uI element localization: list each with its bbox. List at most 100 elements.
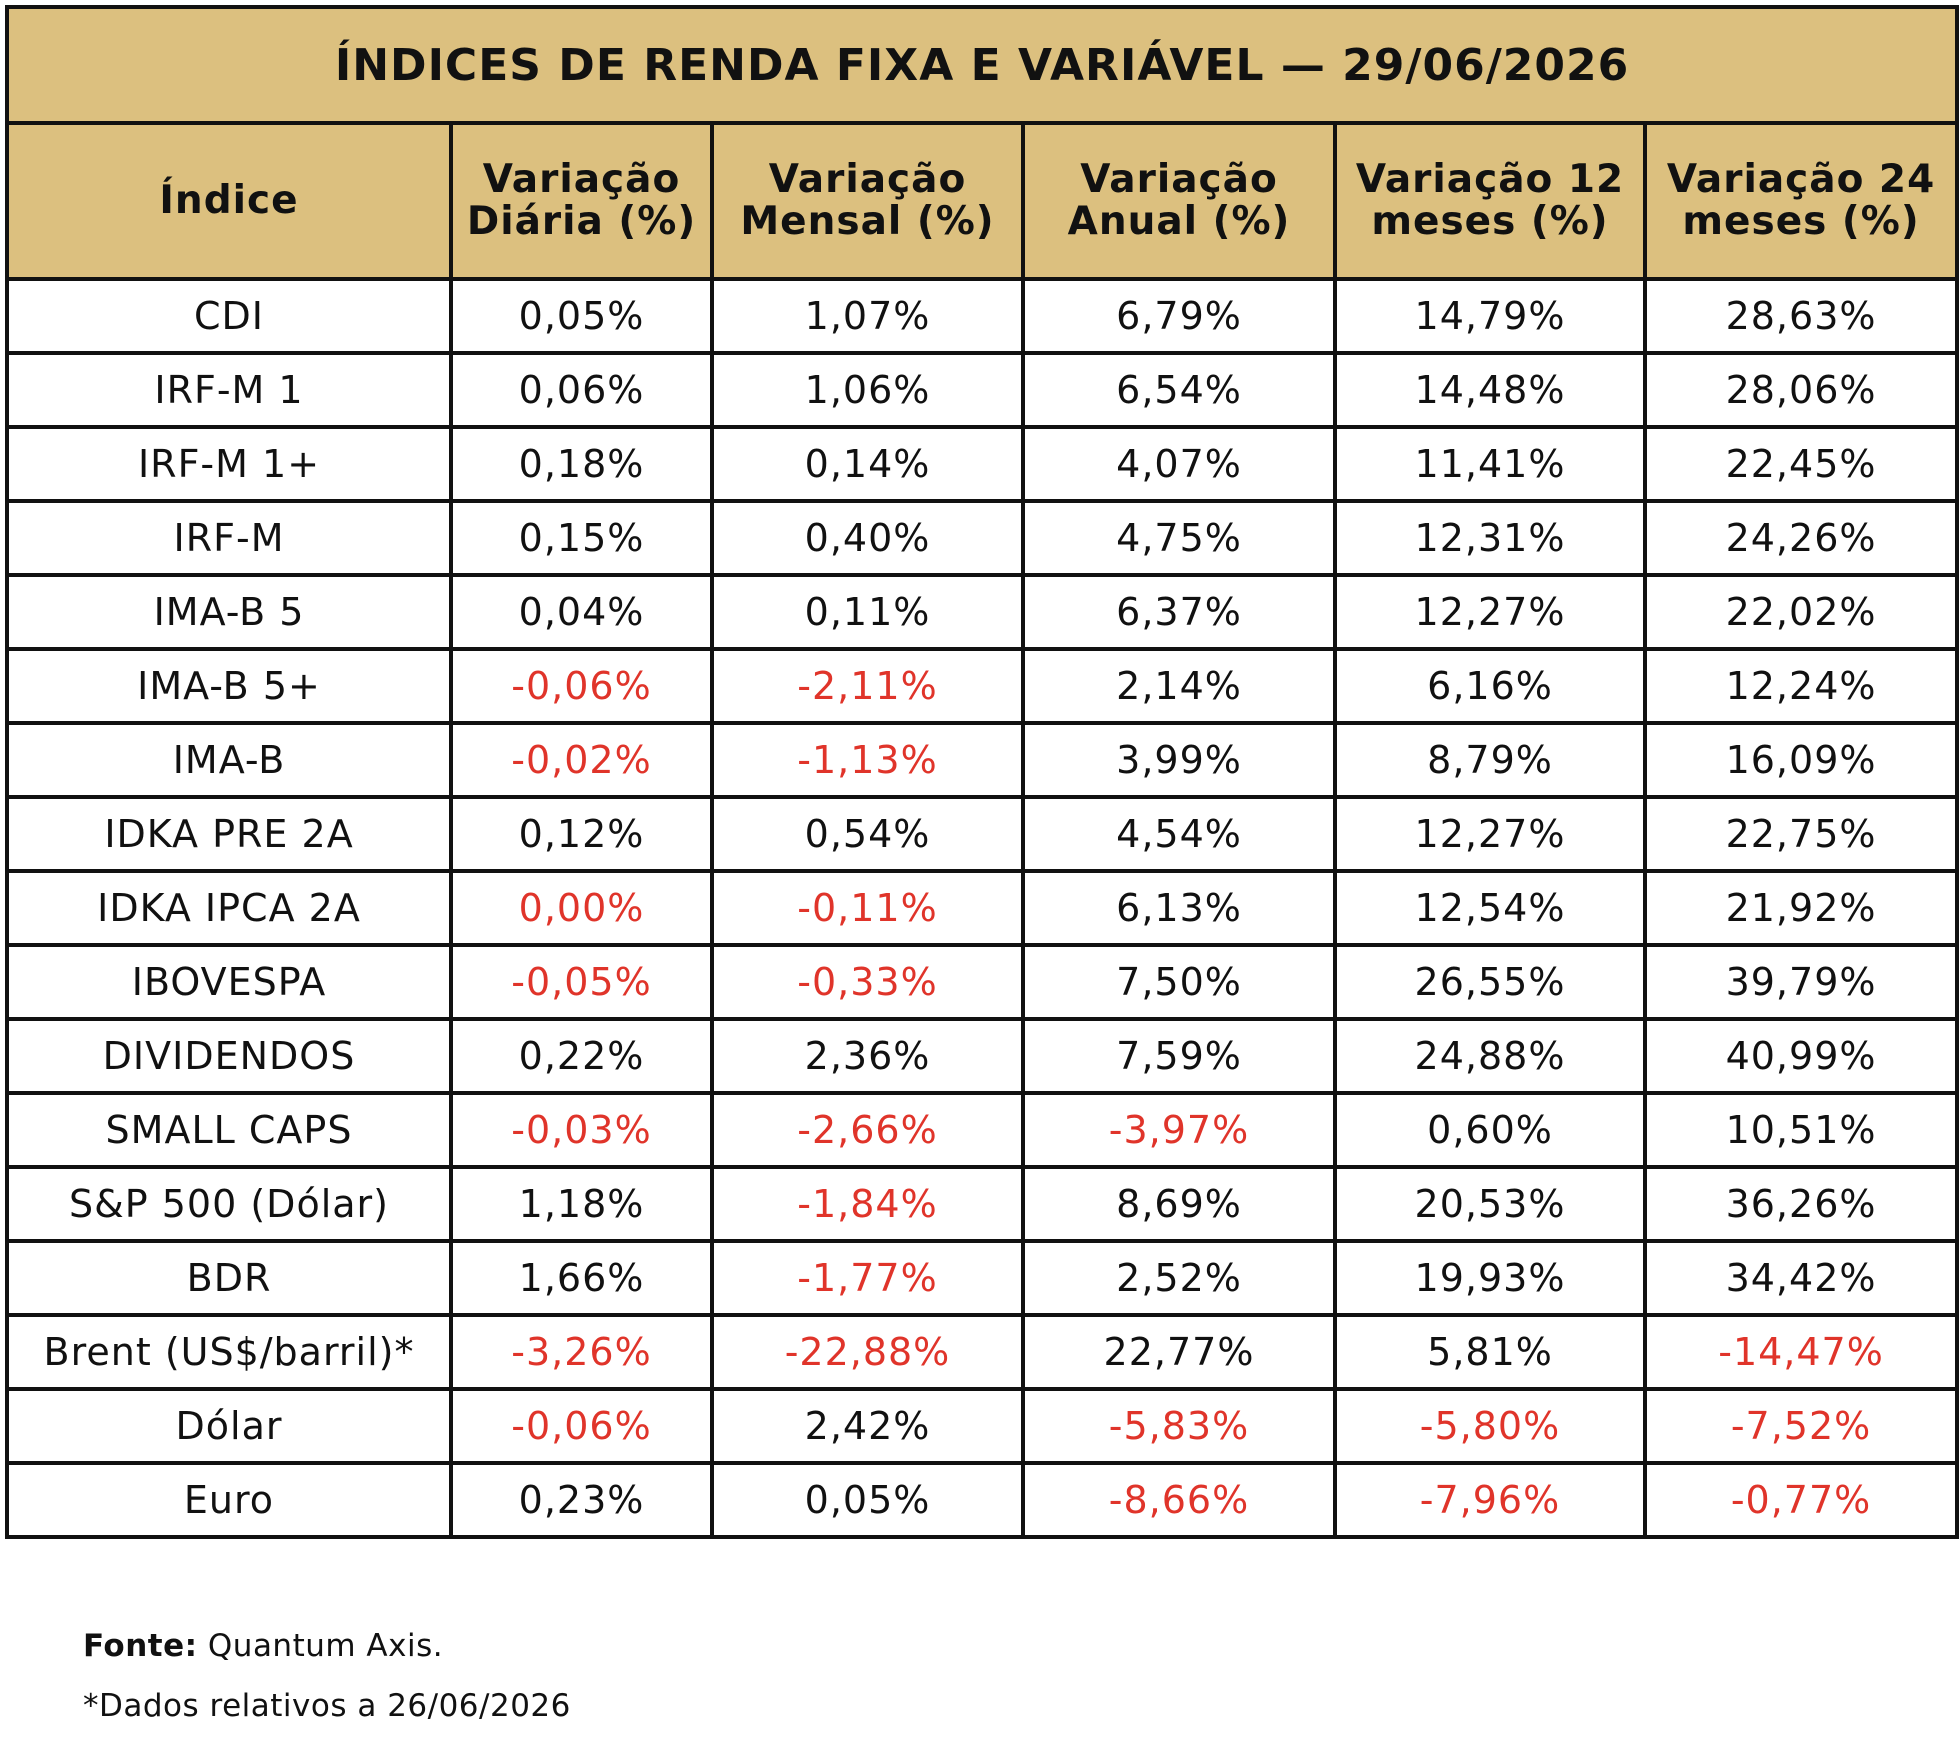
- value-cell: -7,52%: [1642, 1387, 1960, 1465]
- index-name: Dólar: [5, 1387, 453, 1465]
- value-cell: -0,03%: [449, 1091, 714, 1169]
- value-cell: 5,81%: [1333, 1313, 1647, 1391]
- value-cell: 2,52%: [1021, 1239, 1337, 1317]
- value-cell: -0,77%: [1642, 1461, 1960, 1539]
- index-name: Euro: [5, 1461, 453, 1539]
- value-cell: -2,11%: [710, 647, 1025, 725]
- value-cell: 1,66%: [449, 1239, 714, 1317]
- value-cell: 7,50%: [1021, 943, 1337, 1021]
- value-cell: 40,99%: [1642, 1017, 1960, 1095]
- table-row: IMA-B 5 0,04% 0,11% 6,37% 12,27% 22,02%: [5, 573, 1960, 651]
- table-row: IMA-B -0,02% -1,13% 3,99% 8,79% 16,09%: [5, 721, 1960, 799]
- index-name: IRF-M 1+: [5, 425, 453, 503]
- table-row: BDR 1,66% -1,77% 2,52% 19,93% 34,42%: [5, 1239, 1960, 1317]
- value-cell: -5,83%: [1021, 1387, 1337, 1465]
- value-cell: -1,13%: [710, 721, 1025, 799]
- footnote: *Dados relativos a 26/06/2026: [83, 1688, 571, 1724]
- source: Quantum Axis.: [207, 1628, 444, 1664]
- index-name: IMA-B 5+: [5, 647, 453, 725]
- value-cell: -2,66%: [710, 1091, 1025, 1169]
- value-cell: 0,00%: [449, 869, 714, 947]
- table-row: S&P 500 (Dólar) 1,18% -1,84% 8,69% 20,53% 36,…: [5, 1165, 1960, 1243]
- value-cell: -22,88%: [710, 1313, 1025, 1391]
- value-cell: 6,54%: [1021, 351, 1337, 429]
- source-line: Fonte: Quantum Axis.: [83, 1628, 443, 1664]
- value-cell: 39,79%: [1642, 943, 1960, 1021]
- value-cell: 1,07%: [710, 277, 1025, 355]
- value-cell: -0,06%: [449, 647, 714, 725]
- source-label: Fonte:: [83, 1628, 198, 1664]
- value-cell: 0,05%: [710, 1461, 1025, 1539]
- column-header: Variação Diária (%): [449, 121, 714, 281]
- value-cell: -3,26%: [449, 1313, 714, 1391]
- value-cell: 0,04%: [449, 573, 714, 651]
- table-row: IDKA IPCA 2A 0,00% -0,11% 6,13% 12,54% 21,92%: [5, 869, 1960, 947]
- value-cell: 12,27%: [1333, 795, 1647, 873]
- value-cell: 24,26%: [1642, 499, 1960, 577]
- index-name: IRF-M: [5, 499, 453, 577]
- index-name: IBOVESPA: [5, 943, 453, 1021]
- value-cell: 1,06%: [710, 351, 1025, 429]
- value-cell: 6,79%: [1021, 277, 1337, 355]
- table-row: Dólar -0,06% 2,42% -5,83% -5,80% -7,52%: [5, 1387, 1960, 1465]
- index-name: IMA-B: [5, 721, 453, 799]
- value-cell: 21,92%: [1642, 869, 1960, 947]
- index-name: Brent (US$/barril)*: [5, 1313, 453, 1391]
- value-cell: 0,05%: [449, 277, 714, 355]
- column-header: Variação 12 meses (%): [1333, 121, 1647, 281]
- value-cell: 36,26%: [1642, 1165, 1960, 1243]
- header-row: Índice Variação Diária (%) Variação Mensal…: [5, 121, 1960, 281]
- table-row: IBOVESPA -0,05% -0,33% 7,50% 26,55% 39,79%: [5, 943, 1960, 1021]
- value-cell: 0,23%: [449, 1461, 714, 1539]
- value-cell: 6,13%: [1021, 869, 1337, 947]
- value-cell: 14,79%: [1333, 277, 1647, 355]
- table-row: DIVIDENDOS 0,22% 2,36% 7,59% 24,88% 40,99%: [5, 1017, 1960, 1095]
- value-cell: 7,59%: [1021, 1017, 1337, 1095]
- value-cell: -7,96%: [1333, 1461, 1647, 1539]
- value-cell: 0,06%: [449, 351, 714, 429]
- value-cell: 0,22%: [449, 1017, 714, 1095]
- column-header: Variação Anual (%): [1021, 121, 1337, 281]
- value-cell: 11,41%: [1333, 425, 1647, 503]
- value-cell: 28,63%: [1642, 277, 1960, 355]
- table-row: IRF-M 1+ 0,18% 0,14% 4,07% 11,41% 22,45%: [5, 425, 1960, 503]
- column-header: Variação Mensal (%): [710, 121, 1025, 281]
- value-cell: 12,31%: [1333, 499, 1647, 577]
- value-cell: -5,80%: [1333, 1387, 1647, 1465]
- value-cell: 28,06%: [1642, 351, 1960, 429]
- index-name: IMA-B 5: [5, 573, 453, 651]
- value-cell: 12,24%: [1642, 647, 1960, 725]
- value-cell: -0,06%: [449, 1387, 714, 1465]
- value-cell: -3,97%: [1021, 1091, 1337, 1169]
- column-header: Índice: [5, 121, 453, 281]
- value-cell: -1,77%: [710, 1239, 1025, 1317]
- table-title: ÍNDICES DE RENDA FIXA E VARIÁVEL — 29/06…: [4, 5, 1960, 125]
- value-cell: 4,75%: [1021, 499, 1337, 577]
- index-name: DIVIDENDOS: [5, 1017, 453, 1095]
- value-cell: 22,77%: [1021, 1313, 1337, 1391]
- table-row: SMALL CAPS -0,03% -2,66% -3,97% 0,60% 10,51%: [5, 1091, 1960, 1169]
- table-row: Euro 0,23% 0,05% -8,66% -7,96% -0,77%: [5, 1461, 1960, 1539]
- data-table: ÍNDICES DE RENDA FIXA E VARIÁVEL — 29/06…: [4, 5, 1960, 1539]
- value-cell: 19,93%: [1333, 1239, 1647, 1317]
- value-cell: -0,02%: [449, 721, 714, 799]
- value-cell: -14,47%: [1642, 1313, 1960, 1391]
- index-name: IRF-M 1: [5, 351, 453, 429]
- value-cell: 6,16%: [1333, 647, 1647, 725]
- table-row: IMA-B 5+ -0,06% -2,11% 2,14% 6,16% 12,24%: [5, 647, 1960, 725]
- value-cell: 2,14%: [1021, 647, 1337, 725]
- value-cell: 34,42%: [1642, 1239, 1960, 1317]
- value-cell: 0,15%: [449, 499, 714, 577]
- value-cell: 0,40%: [710, 499, 1025, 577]
- value-cell: -8,66%: [1021, 1461, 1337, 1539]
- value-cell: -1,84%: [710, 1165, 1025, 1243]
- value-cell: 6,37%: [1021, 573, 1337, 651]
- table-row: IRF-M 1 0,06% 1,06% 6,54% 14,48% 28,06%: [5, 351, 1960, 429]
- value-cell: 3,99%: [1021, 721, 1337, 799]
- value-cell: 1,18%: [449, 1165, 714, 1243]
- table-row: CDI 0,05% 1,07% 6,79% 14,79% 28,63%: [5, 277, 1960, 355]
- value-cell: -0,11%: [710, 869, 1025, 947]
- value-cell: 26,55%: [1333, 943, 1647, 1021]
- table-body: CDI 0,05% 1,07% 6,79% 14,79% 28,63% IRF-M 1 0,0…: [5, 277, 1960, 1539]
- table-row: IDKA PRE 2A 0,12% 0,54% 4,54% 12,27% 22,75%: [5, 795, 1960, 873]
